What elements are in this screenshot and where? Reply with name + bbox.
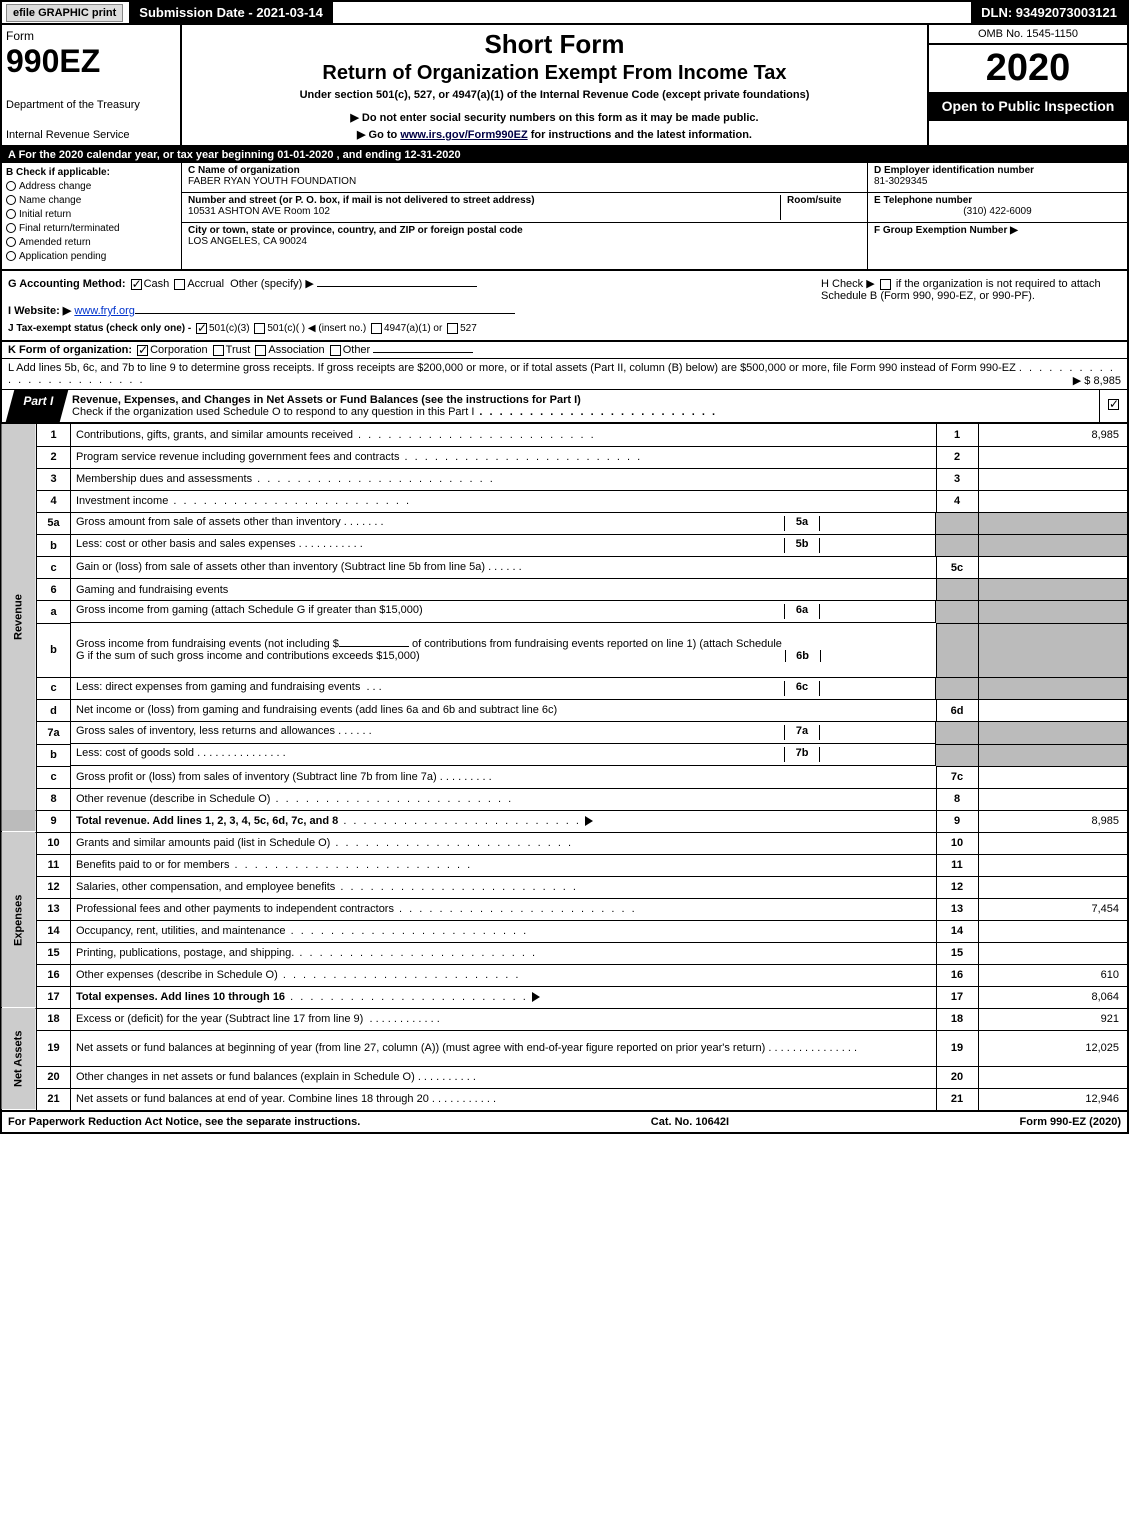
header-left: Form 990EZ Department of the Treasury In… bbox=[2, 25, 182, 145]
footer: For Paperwork Reduction Act Notice, see … bbox=[0, 1111, 1129, 1134]
phone: (310) 422-6009 bbox=[874, 206, 1121, 217]
line-j: J Tax-exempt status (check only one) - 5… bbox=[8, 323, 801, 334]
chk-527[interactable] bbox=[447, 323, 458, 334]
chk-trust[interactable] bbox=[213, 345, 224, 356]
line-g: G Accounting Method: Cash Accrual Other … bbox=[8, 277, 801, 290]
city: LOS ANGELES, CA 90024 bbox=[188, 236, 307, 247]
title-short-form: Short Form bbox=[190, 29, 919, 60]
line-l-amount: ▶ $ 8,985 bbox=[1073, 374, 1121, 387]
line-k: K Form of organization: Corporation Trus… bbox=[0, 342, 1129, 359]
amt-19: 12,025 bbox=[978, 1030, 1128, 1066]
goto-post: for instructions and the latest informat… bbox=[528, 129, 752, 141]
opt-initial[interactable]: Initial return bbox=[6, 209, 177, 220]
city-cell: City or town, state or province, country… bbox=[182, 223, 867, 253]
part1-label: Part I bbox=[6, 390, 69, 422]
chk-corp[interactable] bbox=[137, 345, 148, 356]
chk-cash[interactable] bbox=[131, 279, 142, 290]
tab-netassets: Net Assets bbox=[1, 1008, 37, 1110]
goto-pre: ▶ Go to bbox=[357, 129, 400, 141]
amt-13: 7,454 bbox=[978, 898, 1128, 920]
tax-year: 2020 bbox=[929, 45, 1127, 92]
irs: Internal Revenue Service bbox=[6, 129, 176, 141]
entity-grid: B Check if applicable: Address change Na… bbox=[0, 163, 1129, 271]
org-name-label: C Name of organization bbox=[188, 165, 300, 176]
city-label: City or town, state or province, country… bbox=[188, 225, 523, 236]
chk-schedule-b[interactable] bbox=[880, 279, 891, 290]
amt-17: 8,064 bbox=[978, 986, 1128, 1008]
form-header: Form 990EZ Department of the Treasury In… bbox=[0, 23, 1129, 147]
tab-revenue: Revenue bbox=[1, 424, 37, 810]
department: Department of the Treasury bbox=[6, 99, 176, 111]
line-l: L Add lines 5b, 6c, and 7b to line 9 to … bbox=[0, 359, 1129, 390]
part1-checkbox[interactable] bbox=[1099, 390, 1127, 422]
opt-pending[interactable]: Application pending bbox=[6, 251, 177, 262]
omb: OMB No. 1545-1150 bbox=[929, 25, 1127, 45]
opt-amended[interactable]: Amended return bbox=[6, 237, 177, 248]
part1-title: Revenue, Expenses, and Changes in Net As… bbox=[64, 390, 1099, 422]
amt-21: 12,946 bbox=[978, 1088, 1128, 1110]
part1-header: Part I Revenue, Expenses, and Changes in… bbox=[0, 390, 1129, 424]
opt-address[interactable]: Address change bbox=[6, 181, 177, 192]
col-b: B Check if applicable: Address change Na… bbox=[2, 163, 182, 269]
col-b-title: B Check if applicable: bbox=[6, 167, 177, 178]
group-exempt-cell: F Group Exemption Number ▶ bbox=[868, 223, 1127, 253]
opt-final[interactable]: Final return/terminated bbox=[6, 223, 177, 234]
irs-link[interactable]: www.irs.gov/Form990EZ bbox=[400, 129, 527, 141]
footer-left: For Paperwork Reduction Act Notice, see … bbox=[8, 1116, 360, 1128]
header-mid: Short Form Return of Organization Exempt… bbox=[182, 25, 927, 145]
phone-cell: E Telephone number(310) 422-6009 bbox=[868, 193, 1127, 223]
dln: DLN: 93492073003121 bbox=[971, 2, 1127, 23]
chk-other-org[interactable] bbox=[330, 345, 341, 356]
subtitle-ssn: ▶ Do not enter social security numbers o… bbox=[190, 111, 919, 124]
chk-501c[interactable] bbox=[254, 323, 265, 334]
chk-assoc[interactable] bbox=[255, 345, 266, 356]
opt-name[interactable]: Name change bbox=[6, 195, 177, 206]
ein-cell: D Employer identification number81-30293… bbox=[868, 163, 1127, 193]
title-return: Return of Organization Exempt From Incom… bbox=[190, 62, 919, 85]
revenue-table: Revenue 1Contributions, gifts, grants, a… bbox=[0, 424, 1129, 1111]
amt-18: 921 bbox=[978, 1008, 1128, 1030]
org-name: FABER RYAN YOUTH FOUNDATION bbox=[188, 176, 356, 187]
form-number: 990EZ bbox=[6, 43, 176, 80]
triangle-icon bbox=[585, 816, 593, 826]
form-word: Form bbox=[6, 29, 176, 43]
subtitle-goto: ▶ Go to www.irs.gov/Form990EZ for instru… bbox=[190, 128, 919, 141]
col-c: C Name of organization FABER RYAN YOUTH … bbox=[182, 163, 867, 269]
row-a: A For the 2020 calendar year, or tax yea… bbox=[0, 147, 1129, 163]
section-g-to-l: G Accounting Method: Cash Accrual Other … bbox=[0, 271, 1129, 342]
amt-1: 8,985 bbox=[978, 424, 1128, 446]
ein: 81-3029345 bbox=[874, 176, 927, 187]
subtitle-section: Under section 501(c), 527, or 4947(a)(1)… bbox=[190, 89, 919, 101]
topbar: efile GRAPHIC print Submission Date - 20… bbox=[0, 0, 1129, 23]
addr-cell: Number and street (or P. O. box, if mail… bbox=[182, 193, 867, 223]
footer-mid: Cat. No. 10642I bbox=[651, 1116, 729, 1128]
amt-2 bbox=[978, 446, 1128, 468]
amt-9: 8,985 bbox=[978, 810, 1128, 832]
chk-501c3[interactable] bbox=[196, 323, 207, 334]
chk-4947[interactable] bbox=[371, 323, 382, 334]
chk-accrual[interactable] bbox=[174, 279, 185, 290]
tab-expenses: Expenses bbox=[1, 832, 37, 1008]
line-h: H Check ▶ if the organization is not req… bbox=[821, 277, 1121, 334]
line-i: I Website: ▶ www.fryf.org bbox=[8, 304, 801, 317]
header-right: OMB No. 1545-1150 2020 Open to Public In… bbox=[927, 25, 1127, 145]
print-button[interactable]: efile GRAPHIC print bbox=[6, 4, 123, 22]
amt-16: 610 bbox=[978, 964, 1128, 986]
addr-label: Number and street (or P. O. box, if mail… bbox=[188, 195, 535, 206]
triangle-icon bbox=[532, 992, 540, 1002]
submission-date: Submission Date - 2021-03-14 bbox=[129, 2, 333, 23]
footer-right: Form 990-EZ (2020) bbox=[1020, 1116, 1121, 1128]
open-to-public: Open to Public Inspection bbox=[929, 92, 1127, 121]
org-name-cell: C Name of organization FABER RYAN YOUTH … bbox=[182, 163, 867, 193]
website-link[interactable]: www.fryf.org bbox=[74, 305, 135, 317]
topbar-left: efile GRAPHIC print Submission Date - 20… bbox=[2, 2, 333, 23]
col-de: D Employer identification number81-30293… bbox=[867, 163, 1127, 269]
room-label: Room/suite bbox=[787, 195, 841, 206]
addr: 10531 ASHTON AVE Room 102 bbox=[188, 206, 330, 217]
